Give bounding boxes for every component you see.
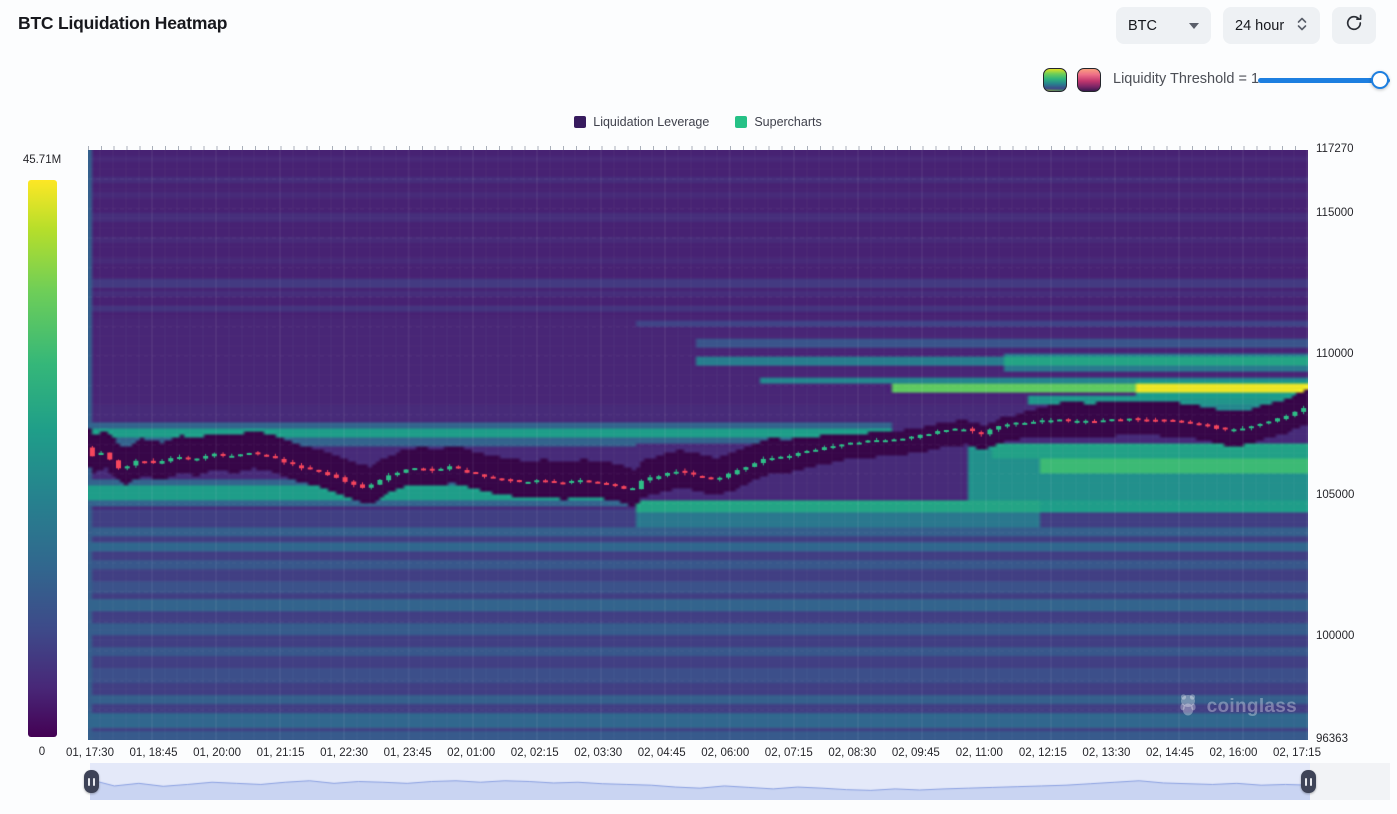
x-axis-label: 02, 11:00	[955, 747, 1003, 759]
refresh-button[interactable]	[1332, 7, 1376, 44]
y-axis-label: 100000	[1316, 630, 1355, 643]
x-axis-label: 01, 18:45	[129, 747, 178, 759]
page-title: BTC Liquidation Heatmap	[18, 13, 228, 33]
x-axis-label: 02, 06:00	[701, 747, 750, 759]
legend-swatch	[574, 116, 587, 128]
navigator-canvas[interactable]	[90, 763, 1310, 800]
y-axis-label: 105000	[1316, 489, 1355, 502]
x-axis-label: 01, 21:15	[256, 747, 305, 759]
watermark: coinglass	[1177, 692, 1297, 721]
x-axis-label: 02, 07:15	[764, 747, 813, 759]
y-axis-label: 117270	[1316, 143, 1354, 155]
x-axis-tickmarks	[88, 146, 1308, 150]
x-axis-label: 02, 01:00	[447, 747, 496, 759]
x-axis-label: 01, 22:30	[320, 747, 369, 759]
legend-label: Supercharts	[754, 115, 822, 129]
x-axis-label: 02, 02:15	[510, 747, 559, 759]
header-controls: BTC 24 hour	[1116, 7, 1376, 44]
interval-select[interactable]: 24 hour	[1223, 7, 1320, 44]
x-axis-label: 02, 16:00	[1209, 747, 1258, 759]
chart-legend: Liquidation Leverage Supercharts	[88, 115, 1308, 129]
x-axis-label: 02, 17:15	[1273, 747, 1321, 759]
symbol-select[interactable]: BTC	[1116, 7, 1211, 44]
symbol-select-value: BTC	[1128, 17, 1157, 34]
colorbar	[28, 180, 57, 737]
x-axis-label: 02, 08:30	[828, 747, 877, 759]
legend-item-supercharts[interactable]: Supercharts	[735, 115, 822, 129]
slider-thumb[interactable]	[1371, 71, 1389, 89]
pause-icon	[88, 777, 91, 786]
chevron-updown-icon	[1296, 16, 1308, 36]
x-axis-label: 02, 14:45	[1145, 747, 1194, 759]
legend-swatch	[735, 116, 748, 128]
slider-track[interactable]	[1258, 78, 1390, 83]
x-axis-label: 02, 09:45	[891, 747, 940, 759]
legend-item-liquidation-leverage[interactable]: Liquidation Leverage	[574, 115, 709, 129]
navigator-left-handle[interactable]	[84, 770, 99, 793]
x-axis-label: 02, 03:30	[574, 747, 623, 759]
pause-icon	[1305, 777, 1308, 786]
navigator-right-handle[interactable]	[1301, 770, 1316, 793]
x-axis-label: 02, 04:45	[637, 747, 686, 759]
x-axis-label: 01, 23:45	[383, 747, 432, 759]
x-axis-label: 02, 13:30	[1082, 747, 1131, 759]
coinglass-logo-icon	[1177, 692, 1199, 721]
liquidity-threshold-slider[interactable]	[1258, 70, 1390, 90]
refresh-icon	[1344, 13, 1364, 38]
colorbar-max-label: 45.71M	[22, 154, 62, 166]
colormap-viridis-swatch[interactable]	[1043, 68, 1067, 92]
y-axis-label: 115000	[1316, 207, 1354, 220]
chevron-down-icon	[1189, 22, 1199, 29]
legend-label: Liquidation Leverage	[593, 115, 710, 129]
x-axis-label: 01, 17:30	[66, 747, 114, 759]
navigator-outside-area	[1310, 763, 1390, 800]
watermark-text: coinglass	[1206, 695, 1297, 717]
y-axis-label: 96363	[1316, 733, 1348, 745]
colorbar-min-label: 0	[38, 746, 46, 758]
interval-select-value: 24 hour	[1235, 17, 1285, 34]
liquidity-threshold-label: Liquidity Threshold = 1	[1113, 71, 1260, 87]
x-axis-label: 01, 20:00	[193, 747, 242, 759]
heatmap-canvas[interactable]	[88, 150, 1308, 740]
y-axis-label: 110000	[1316, 348, 1354, 361]
colormap-magma-swatch[interactable]	[1077, 68, 1101, 92]
x-axis-label: 02, 12:15	[1018, 747, 1067, 759]
